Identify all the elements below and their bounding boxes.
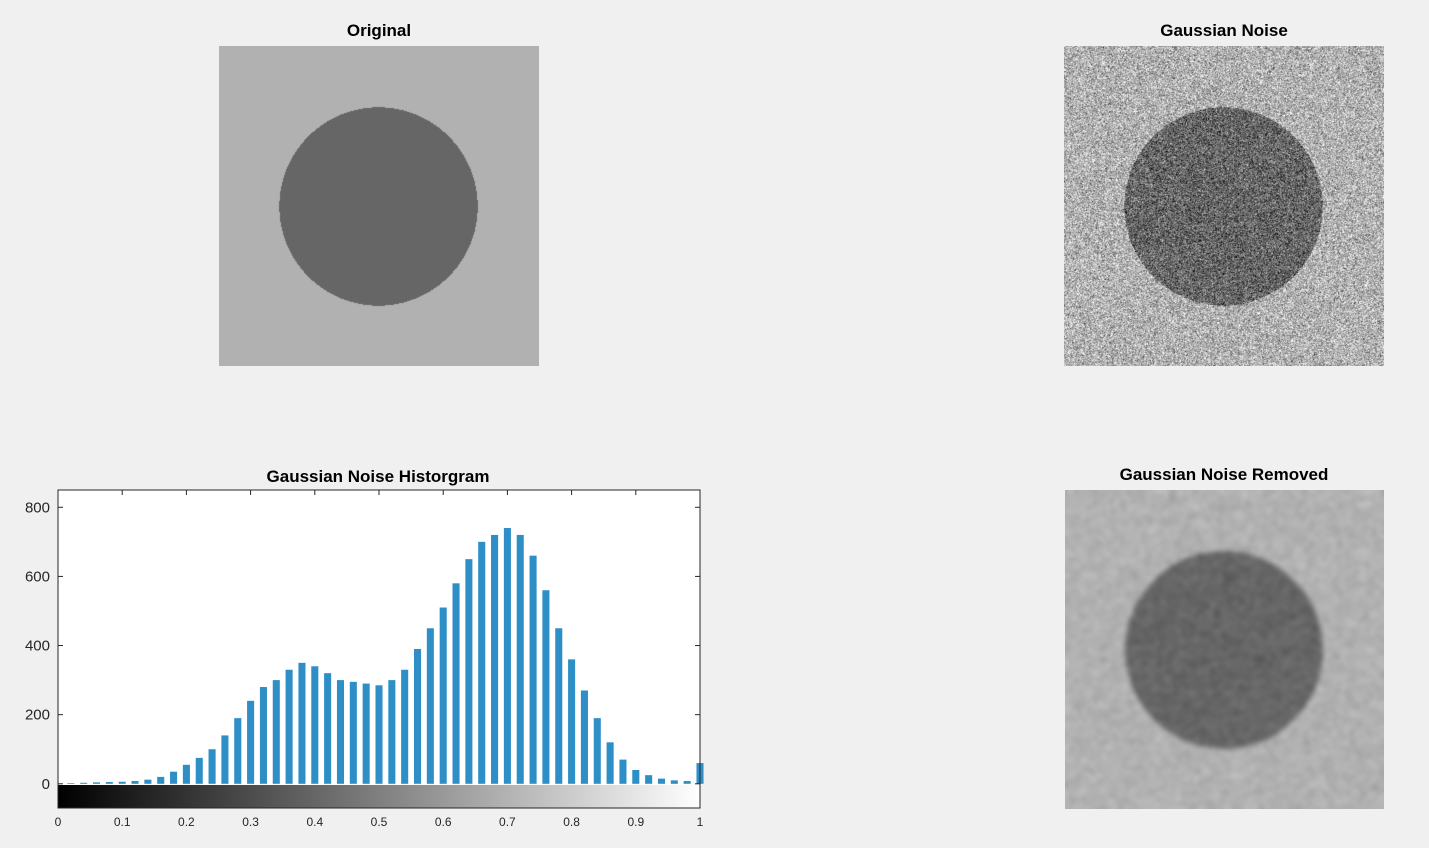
histogram-bar — [157, 776, 165, 784]
histogram-bar — [670, 780, 678, 784]
histogram-bar — [632, 769, 640, 784]
y-axis-ticks: 0 200 400 600 800 — [25, 499, 700, 793]
histogram-bar — [118, 781, 126, 784]
noisy-title: Gaussian Noise — [1160, 21, 1288, 40]
histogram-bar — [336, 680, 345, 784]
noisy-image-canvas — [1064, 46, 1384, 366]
histogram-bar — [401, 669, 409, 784]
histogram-bar — [619, 759, 627, 784]
histogram-bar — [324, 673, 332, 784]
histogram-bar — [478, 541, 486, 784]
histogram-bars — [67, 528, 704, 784]
histogram-bar — [503, 528, 511, 784]
histogram-bar — [362, 683, 370, 784]
y-tick-label: 800 — [25, 499, 50, 516]
x-axis-ticks: 0 0.1 0.2 0.3 0.4 0.5 0.6 0.7 0.8 0.9 1 — [55, 490, 704, 829]
histogram-bar — [555, 628, 563, 784]
noisy-image — [1064, 46, 1384, 366]
histogram-bar — [80, 782, 88, 784]
x-tick-label: 0.1 — [114, 815, 131, 829]
x-tick-label: 0.9 — [627, 815, 644, 829]
histogram-bar — [311, 666, 319, 784]
histogram-bar — [413, 649, 422, 784]
histogram-bar — [465, 559, 473, 784]
histogram-bar — [259, 687, 267, 784]
histogram-bar — [593, 718, 601, 784]
y-tick-label: 600 — [25, 568, 50, 585]
original-title: Original — [346, 21, 412, 40]
histogram-bar — [580, 690, 588, 784]
histogram-bar — [516, 534, 524, 784]
histogram-bar — [298, 662, 306, 784]
x-tick-label: 1 — [697, 815, 704, 829]
histogram-bar — [375, 685, 383, 784]
original-image — [219, 46, 539, 366]
x-tick-label: 0.7 — [499, 815, 516, 829]
histogram-bar — [131, 781, 139, 784]
histogram-bar — [439, 607, 447, 784]
x-tick-label: 0 — [55, 815, 62, 829]
filtered-image — [1065, 490, 1384, 809]
histogram-bar — [195, 757, 203, 784]
histogram-bar — [388, 680, 396, 784]
x-tick-label: 0.6 — [435, 815, 452, 829]
histogram-bar — [234, 718, 242, 784]
x-tick-label: 0.4 — [306, 815, 323, 829]
x-tick-label: 0.5 — [371, 815, 388, 829]
histogram-bar — [491, 534, 499, 784]
histogram-chart: Gaussian Noise Historgram 0200400600800 … — [25, 467, 704, 829]
histogram-panel: Gaussian Noise Historgram 0 200 400 600 800 … — [0, 460, 720, 840]
histogram-bar — [285, 669, 293, 784]
histogram-bar — [208, 749, 216, 784]
histogram-bar — [349, 681, 357, 784]
histogram-bar — [67, 783, 75, 784]
histogram-bar — [426, 628, 434, 784]
y-tick-label: 0 — [42, 776, 50, 793]
y-tick-label: 200 — [25, 707, 50, 724]
histogram-bar — [272, 680, 280, 784]
histogram-bar — [452, 583, 460, 784]
x-tick-label: 0.8 — [563, 815, 580, 829]
histogram-bar — [92, 782, 101, 784]
original-image-canvas — [219, 46, 539, 366]
histogram-bar — [221, 735, 229, 784]
histogram-bar — [542, 590, 550, 784]
histogram-bar — [182, 764, 190, 784]
grayscale-colorbar — [58, 785, 700, 808]
histogram-bar — [568, 659, 576, 784]
histogram-bar — [606, 742, 614, 784]
filtered-title: Gaussian Noise Removed — [1119, 465, 1329, 484]
histogram-bar — [529, 555, 537, 784]
histogram-bar — [657, 778, 666, 784]
histogram-bar — [247, 700, 255, 784]
histogram-title: Gaussian Noise Historgram — [267, 467, 490, 486]
histogram-bar — [170, 771, 178, 784]
filtered-image-canvas — [1065, 490, 1384, 809]
x-tick-label: 0.2 — [178, 815, 195, 829]
y-tick-label: 400 — [25, 638, 50, 655]
histogram-bar — [105, 782, 113, 784]
histogram-bar — [683, 781, 691, 784]
histogram-bar — [645, 775, 653, 784]
x-tick-label: 0.3 — [242, 815, 259, 829]
histogram-bar — [144, 779, 152, 784]
